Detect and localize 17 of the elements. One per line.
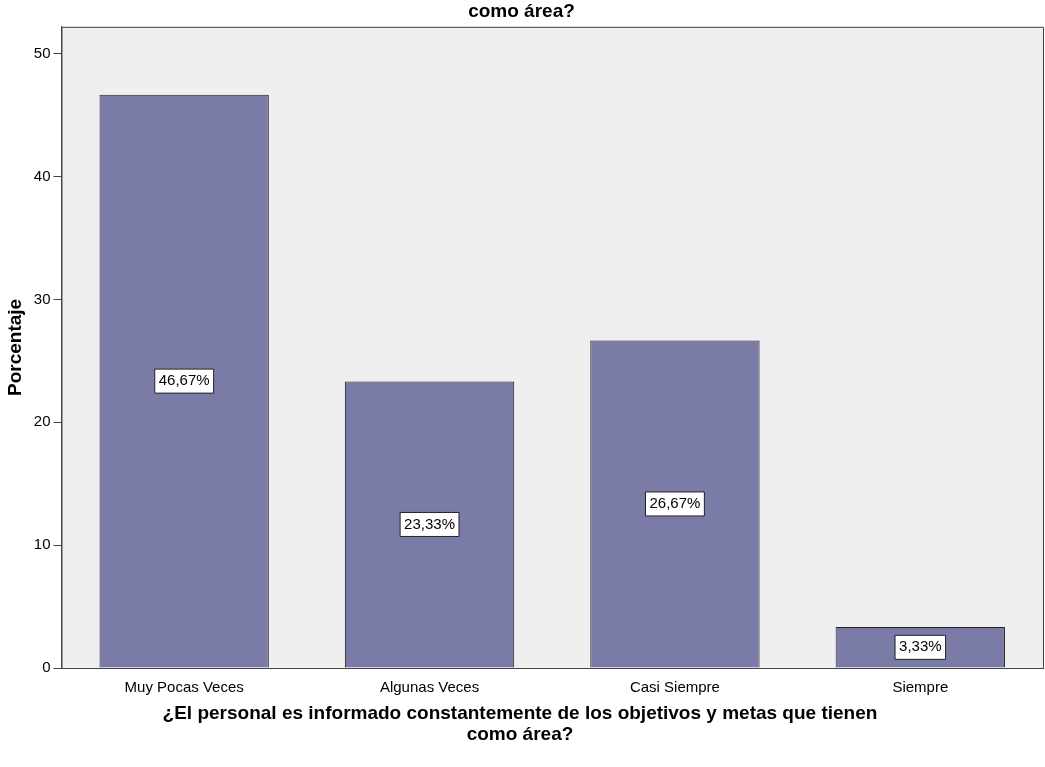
y-tick-label: 20	[33, 412, 51, 430]
data-label: 26,67%	[649, 494, 701, 512]
chart-title: como área?	[468, 0, 575, 21]
x-tick-label: Muy Pocas Veces	[124, 678, 244, 696]
data-label: 3,33%	[899, 637, 942, 655]
x-tick-label: Siempre	[892, 678, 949, 696]
y-tick-label: 10	[33, 535, 51, 553]
data-label: 23,33%	[404, 514, 455, 532]
y-axis-title: Porcentaje	[3, 298, 25, 396]
y-tick-label: 40	[33, 166, 51, 184]
y-tick-label: 30	[33, 289, 51, 307]
x-axis-title: ¿El personal es informado constantemente de los objetivos y metas que tienen como área?	[161, 702, 879, 744]
x-tick-label: Casi Siempre	[629, 678, 720, 696]
x-tick-label: Algunas Veces	[379, 678, 480, 696]
y-tick-label: 50	[33, 43, 51, 61]
data-label: 46,67%	[158, 371, 210, 389]
y-tick-label: 0	[42, 658, 51, 676]
